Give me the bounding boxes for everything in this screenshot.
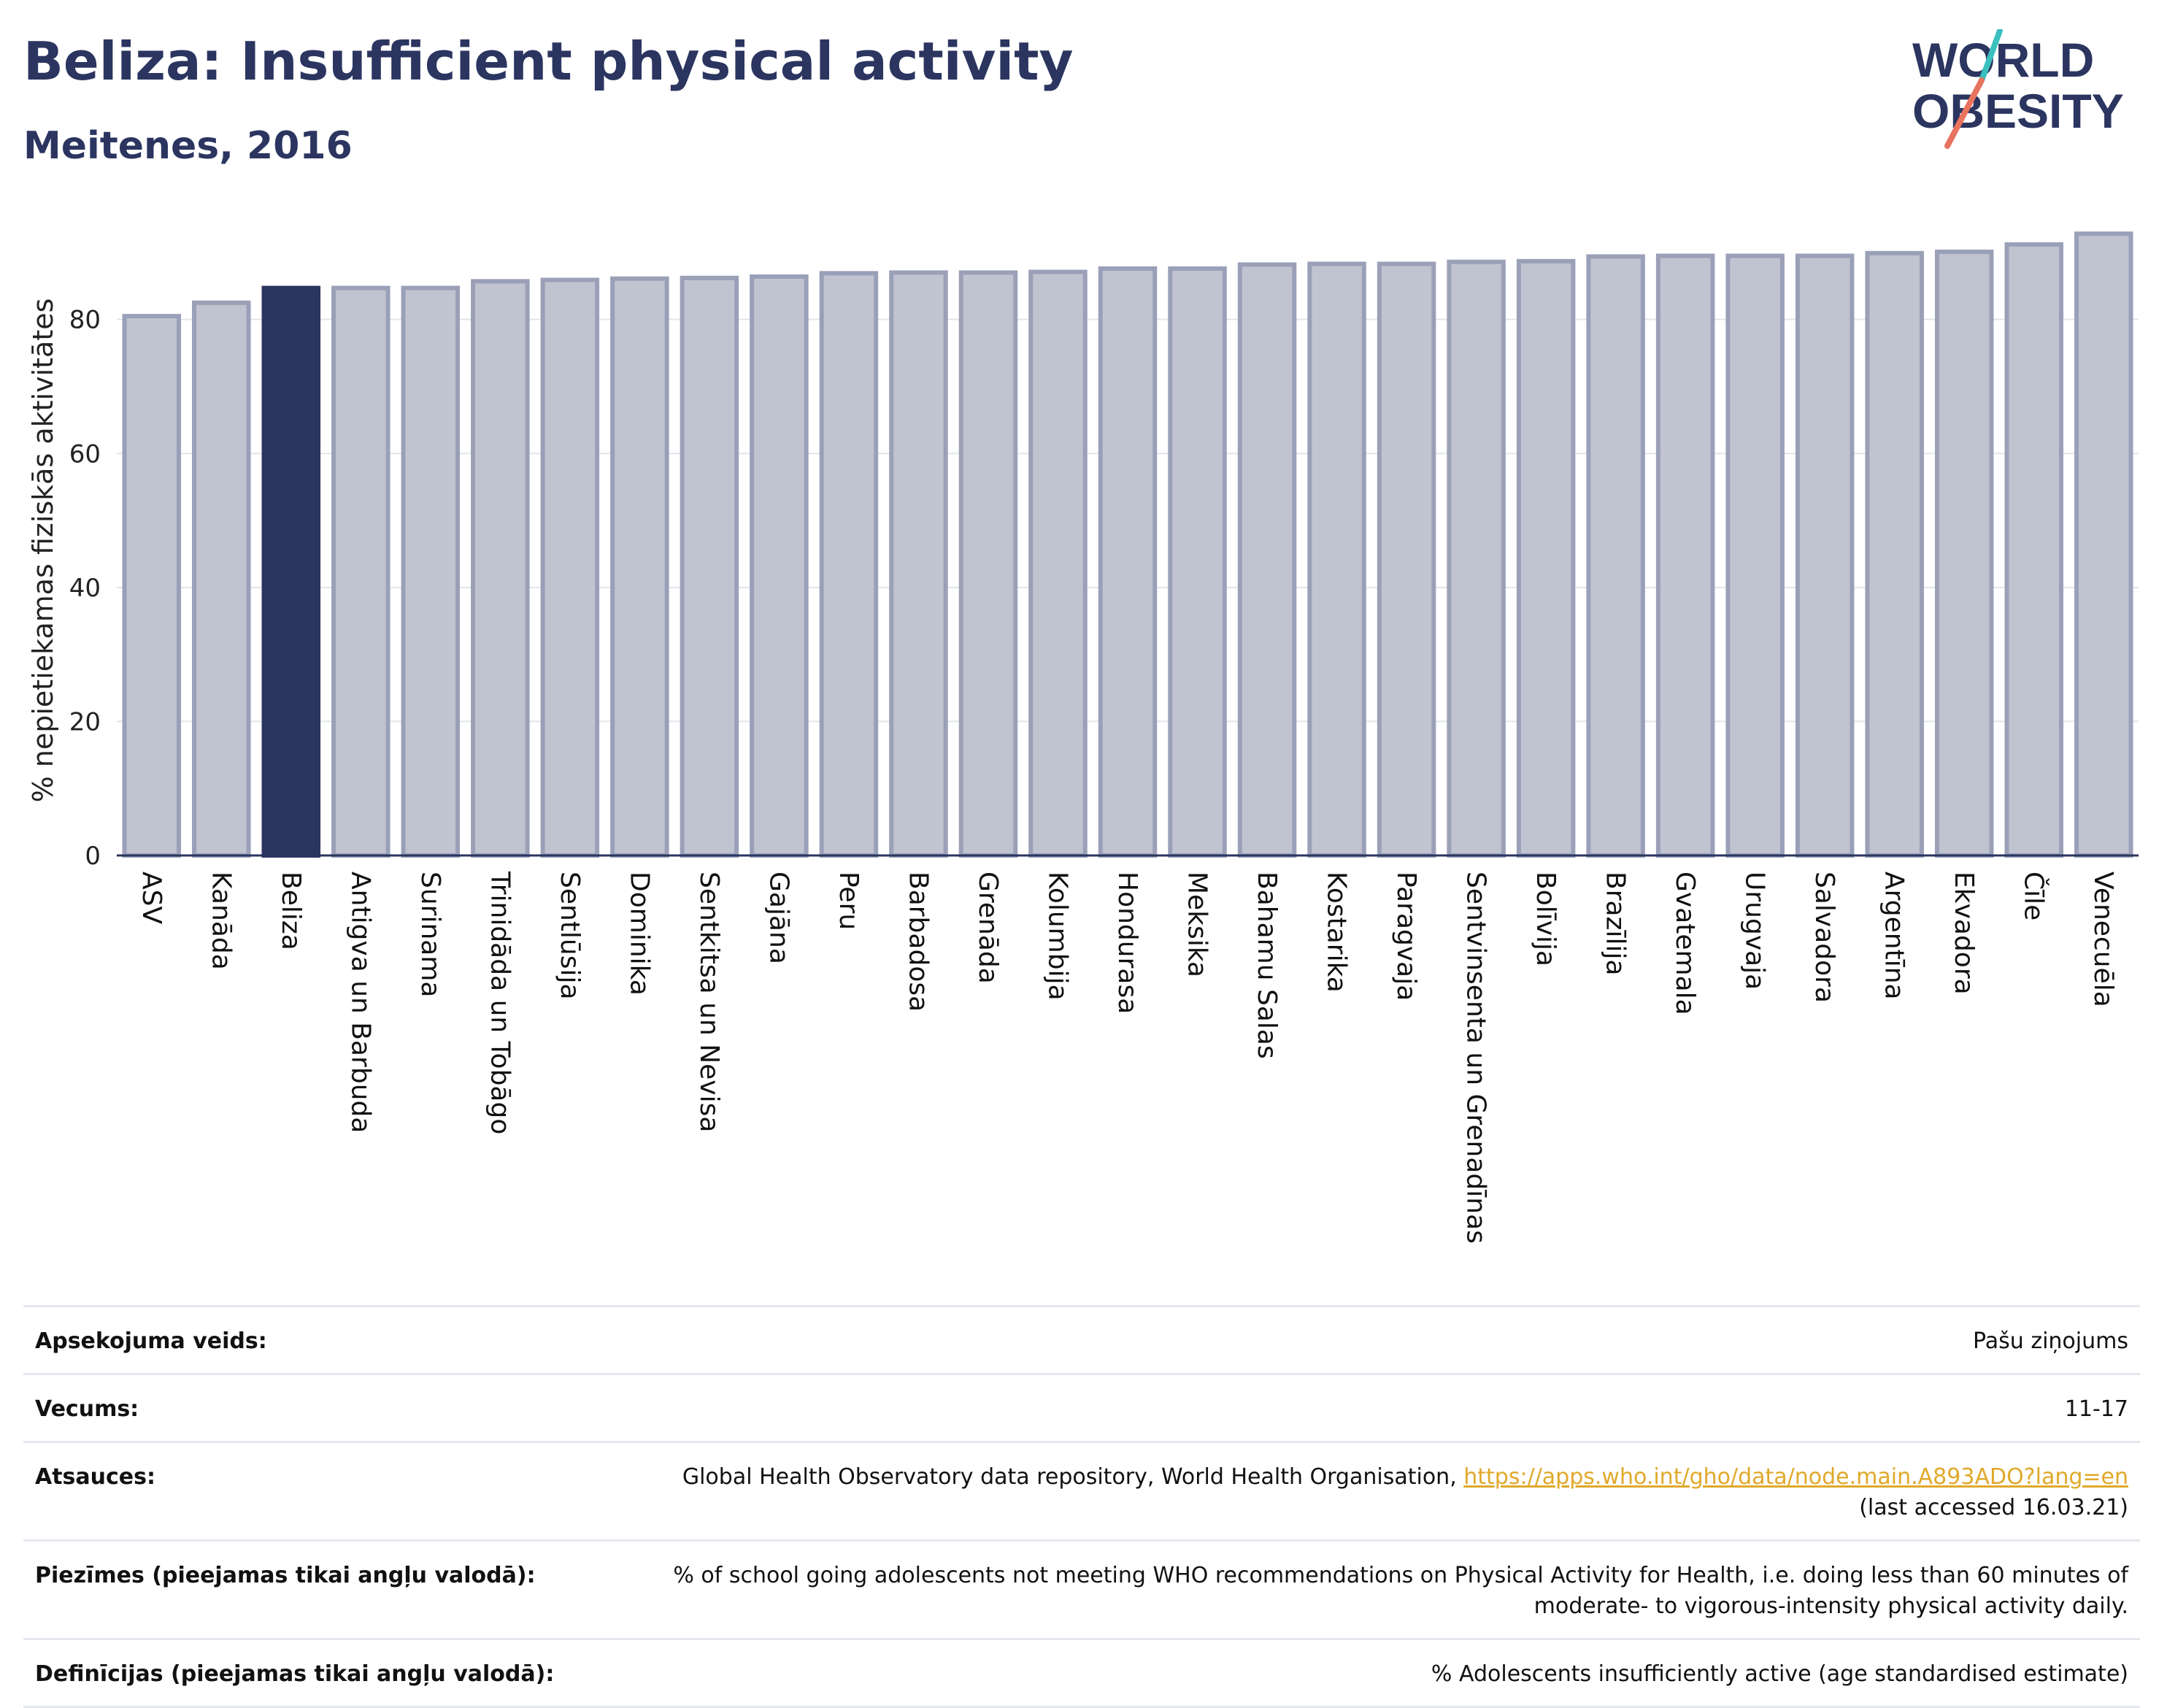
bar bbox=[819, 271, 879, 858]
x-tick-label: Peru bbox=[834, 872, 863, 930]
info-label: Piezīmes (pieejamas tikai angļu valodā): bbox=[35, 1563, 536, 1588]
bar bbox=[331, 285, 390, 858]
x-tick-label: Bahamu Salas bbox=[1252, 872, 1282, 1059]
x-tick-label: Antigva un Barbuda bbox=[345, 872, 375, 1133]
world-obesity-logo: WORLD OBESITY bbox=[1912, 29, 2124, 149]
x-tick-label: Gajāna bbox=[763, 872, 793, 964]
page-subtitle: Meitenes, 2016 bbox=[23, 124, 353, 168]
x-tick-label: Kanāda bbox=[206, 872, 236, 970]
info-value: Global Health Observatory data repositor… bbox=[214, 1462, 2128, 1523]
x-tick-label: Brazīlija bbox=[1601, 872, 1631, 976]
y-tick-label: 40 bbox=[69, 574, 101, 603]
info-value: Pašu ziņojums bbox=[1973, 1328, 2128, 1354]
info-row-survey-type: Apsekojuma veids: Pašu ziņojums bbox=[23, 1305, 2140, 1373]
x-tick-label: Venecuēla bbox=[2088, 872, 2118, 1007]
x-tick-label: Gvatemala bbox=[1670, 872, 1700, 1015]
bar bbox=[1377, 261, 1436, 858]
bar bbox=[1447, 259, 1506, 858]
bar bbox=[1865, 250, 1924, 858]
bar bbox=[192, 300, 251, 858]
x-tick-label: Meksika bbox=[1182, 872, 1212, 977]
bar bbox=[1237, 262, 1297, 858]
x-tick-label: Barbadosa bbox=[903, 872, 933, 1012]
x-tick-label: Paragvaja bbox=[1391, 872, 1421, 1001]
info-table: Apsekojuma veids: Pašu ziņojums Vecums: … bbox=[23, 1305, 2140, 1708]
x-tick-label: Beliza bbox=[276, 872, 306, 950]
info-value: % of school going adolescents not meetin… bbox=[673, 1563, 2128, 1619]
x-tick-label: Dominika bbox=[624, 872, 654, 996]
bar bbox=[1586, 254, 1645, 858]
x-tick-label: Kostarika bbox=[1322, 872, 1352, 993]
x-tick-label: Hondurasa bbox=[1112, 872, 1142, 1014]
x-tick-label: Sentvinsenta un Grenadīnas bbox=[1461, 872, 1491, 1244]
y-tick-label: 80 bbox=[69, 306, 101, 335]
y-tick-label: 0 bbox=[85, 842, 101, 871]
bar bbox=[122, 314, 182, 858]
logo-text-world: WORLD bbox=[1912, 33, 2094, 87]
page-title: Beliza: Insufficient physical activity bbox=[23, 31, 1074, 92]
bar bbox=[1098, 266, 1158, 858]
bar-chart: 0 20 40 60 80 % nepietiekamas fiziskās aktivi… bbox=[27, 231, 2139, 1244]
x-tick-label: Argentīna bbox=[1879, 872, 1909, 1000]
logo-slash-teal bbox=[1979, 29, 2003, 83]
bar bbox=[401, 285, 461, 858]
info-label: Atsauces: bbox=[35, 1464, 155, 1490]
info-value: 11-17 bbox=[2064, 1396, 2128, 1422]
y-tick-label: 60 bbox=[69, 439, 101, 469]
x-tick-label: Grenāda bbox=[973, 872, 1003, 984]
x-tick-label: Sentlūsija bbox=[555, 872, 585, 1000]
bar bbox=[1516, 258, 1576, 858]
x-tick-label: Kolumbija bbox=[1042, 872, 1072, 1001]
bar bbox=[1028, 269, 1088, 858]
bar bbox=[1655, 253, 1715, 858]
bar bbox=[1168, 266, 1227, 858]
y-axis-label: % nepietiekamas fiziskās aktivitātes bbox=[27, 299, 59, 803]
x-tick-label: ASV bbox=[136, 872, 166, 924]
reference-accessed: (last accessed 16.03.21) bbox=[1859, 1495, 2128, 1520]
info-label: Definīcijas (pieejamas tikai angļu valod… bbox=[35, 1661, 555, 1687]
x-tick-label: Bolīvija bbox=[1531, 872, 1560, 966]
info-row-references: Atsauces: Global Health Observatory data… bbox=[23, 1441, 2140, 1539]
bar bbox=[750, 274, 809, 858]
reference-text: Global Health Observatory data repositor… bbox=[682, 1464, 1464, 1490]
x-tick-label: Sentkitsa un Nevisa bbox=[694, 872, 724, 1132]
bar bbox=[540, 277, 600, 858]
bar bbox=[471, 279, 530, 858]
logo-slash-coral bbox=[1944, 77, 1985, 149]
bar bbox=[1934, 249, 1994, 858]
bar bbox=[680, 275, 739, 858]
bar bbox=[610, 276, 669, 858]
y-tick-label: 20 bbox=[69, 707, 101, 736]
reference-link[interactable]: https://apps.who.int/gho/data/node.main.… bbox=[1463, 1464, 2128, 1490]
bar bbox=[1725, 253, 1785, 858]
x-tick-label: Čīle bbox=[2019, 872, 2050, 920]
x-tick-label: Trinidāda un Tobāgo bbox=[485, 871, 515, 1134]
bar bbox=[2004, 242, 2063, 858]
bar bbox=[889, 270, 948, 858]
x-tick-label: Ekvadora bbox=[1949, 872, 1979, 995]
logo-text-obesity: OBESITY bbox=[1912, 84, 2124, 138]
bar bbox=[1307, 261, 1366, 858]
info-label: Apsekojuma veids: bbox=[35, 1328, 267, 1354]
bar bbox=[1795, 253, 1855, 858]
info-row-age: Vecums: 11-17 bbox=[23, 1373, 2140, 1441]
bar bbox=[2074, 231, 2133, 858]
bar bbox=[261, 285, 321, 858]
bar bbox=[958, 270, 1018, 858]
x-tick-label: Salvadora bbox=[1809, 872, 1839, 1003]
x-tick-label: Urugvaja bbox=[1740, 872, 1770, 990]
info-row-definitions: Definīcijas (pieejamas tikai angļu valod… bbox=[23, 1638, 2140, 1708]
x-tick-label: Surinama bbox=[415, 872, 445, 997]
info-value: % Adolescents insufficiently active (age… bbox=[1431, 1661, 2128, 1687]
info-row-notes: Piezīmes (pieejamas tikai angļu valodā):… bbox=[23, 1539, 2140, 1638]
info-label: Vecums: bbox=[35, 1396, 139, 1422]
